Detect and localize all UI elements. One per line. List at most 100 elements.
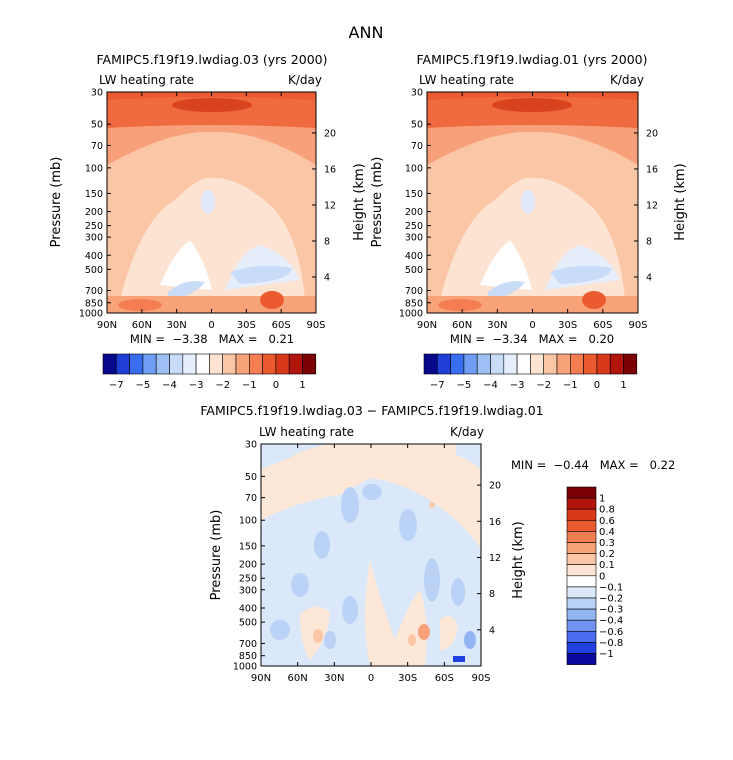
y-tick-label: 100 [239,516,257,527]
panel-3-ylabel-right: Height (km) [511,521,526,598]
colorbar-label: −2 [536,380,551,391]
colorbar-swatch [566,575,597,588]
y-tick-label: 100 [405,163,423,174]
x-tick-label: 30N [487,320,507,331]
colorbar-label: −0.2 [599,594,623,605]
colorbar-swatch [249,353,263,375]
x-tick-label: 30N [324,673,344,684]
colorbar-label: 1 [299,380,305,391]
colorbar-swatch [566,497,597,510]
colorbar-swatch [566,653,597,665]
panel-1-contour-field [107,92,316,313]
panel-1-title: FAMIPC5.f19f19.lwdiag.03 (yrs 2000) [97,52,328,67]
panel-3-title: FAMIPC5.f19f19.lwdiag.03 − FAMIPC5.f19f1… [200,403,543,418]
y-tick-label: 500 [85,265,103,276]
panel-2-subtitle-left: LW heating rate [419,73,514,87]
y-tick-label: 50 [245,472,257,483]
colorbar-swatch [566,531,597,543]
y-tick-label: 50 [411,120,423,131]
y-tick-label: 1000 [233,662,257,673]
colorbar-label: 0.8 [599,505,615,516]
colorbar-swatch [155,353,170,375]
y-tick-label: 30 [411,88,423,99]
y-tick-label: 100 [85,163,103,174]
y-right-tick-label: 12 [324,200,336,211]
colorbar-swatch [566,486,597,499]
y-right-tick-label: 20 [646,128,658,139]
panel-3-contour-field [261,444,481,666]
colorbar-swatch [463,353,478,375]
colorbar-label: 0.4 [599,527,615,538]
panel-1-subtitle-right: K/day [288,73,322,87]
x-tick-label: 0 [208,320,214,331]
y-tick-label: 250 [405,221,423,232]
panel-2-title: FAMIPC5.f19f19.lwdiag.01 (yrs 2000) [417,52,648,67]
colorbar-swatch [556,353,571,375]
x-tick-label: 30S [558,320,577,331]
colorbar-label: −5 [136,380,151,391]
y-tick-label: 30 [91,88,103,99]
colorbar-swatch [436,353,451,375]
y-tick-label: 300 [405,233,423,244]
y-tick-label: 150 [239,541,257,552]
colorbar-swatch [275,353,290,375]
colorbar-label: 0.1 [599,560,615,571]
y-tick-label: 70 [245,493,257,504]
panel-1: FAMIPC5.f19f19.lwdiag.03 (yrs 2000) LW h… [49,52,367,391]
y-right-tick-label: 12 [489,553,501,564]
colorbar-swatch [566,553,597,565]
colorbar-swatch [288,353,303,375]
colorbar-label: −0.3 [599,605,623,616]
colorbar-label: −3 [189,380,204,391]
y-tick-label: 250 [239,574,257,585]
colorbar-swatch [566,519,597,532]
y-tick-label: 1000 [399,309,423,320]
colorbar-label: −3 [510,380,525,391]
panel-3-subtitle-right: K/day [450,425,484,439]
y-tick-label: 150 [85,189,103,200]
panel-1-x-axis: 90N 60N 30N 0 30S 60S 90S [97,92,326,331]
colorbar-swatch [490,353,505,375]
x-tick-label: 90N [417,320,437,331]
y-right-tick-label: 8 [489,589,495,600]
colorbar-label: 1 [620,380,626,391]
y-tick-label: 500 [239,618,257,629]
colorbar-swatch [302,353,317,375]
colorbar-label: 0 [594,380,600,391]
colorbar-label: −2 [215,380,230,391]
colorbar-swatch [596,353,611,375]
x-tick-label: 60S [593,320,612,331]
colorbar-swatch [566,586,597,599]
colorbar-swatch [262,353,277,375]
colorbar-label: −1 [599,649,614,660]
panel-2-y-axis-right: 20 16 12 8 4 [634,128,658,283]
x-tick-label: 30N [167,320,187,331]
x-tick-label: 90N [97,320,117,331]
colorbar-label: −4 [162,380,177,391]
x-tick-label: 60S [435,673,454,684]
colorbar-label: 0 [273,380,279,391]
panel-1-subtitle-left: LW heating rate [99,73,194,87]
y-tick-label: 70 [91,141,103,152]
y-right-tick-label: 4 [489,625,495,636]
colorbar-swatch [235,353,250,375]
colorbar-label: −1 [563,380,578,391]
colorbar-swatch [169,353,184,375]
x-tick-label: 60N [452,320,472,331]
y-tick-label: 200 [405,207,423,218]
x-tick-label: 90S [306,320,325,331]
colorbar-swatch [102,353,117,375]
panel-1-ylabel-right: Height (km) [352,163,367,240]
panel-3-stats: MIN = −0.44 MAX = 0.22 [511,458,675,472]
colorbar-swatch [623,353,638,375]
y-tick-label: 400 [239,603,257,614]
y-tick-label: 200 [85,207,103,218]
panel-3-y-axis-right: 20 16 12 8 4 [477,481,501,636]
colorbar-swatch [569,353,584,375]
panel-1-y-axis-right: 20 16 12 8 4 [312,128,336,283]
y-tick-label: 250 [85,221,103,232]
y-right-tick-label: 8 [324,236,330,247]
colorbar-swatch [566,630,597,643]
